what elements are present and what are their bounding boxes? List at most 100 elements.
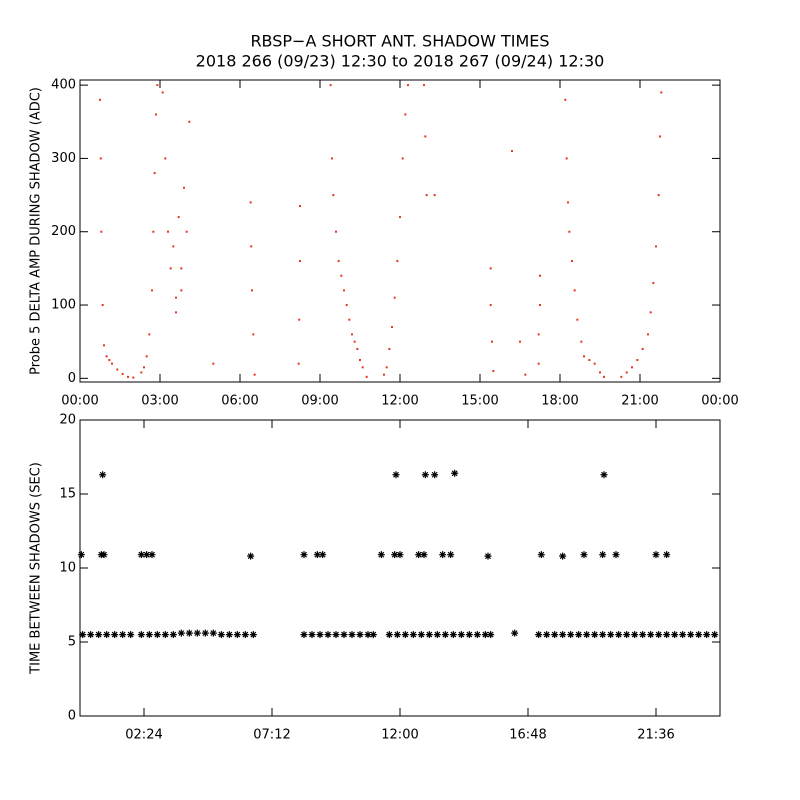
data-point <box>250 245 253 248</box>
x-tick-label: 07:12 <box>253 728 290 743</box>
data-point <box>101 304 104 307</box>
y-tick-label: 200 <box>51 224 76 239</box>
data-point <box>425 631 433 639</box>
data-point <box>299 260 301 263</box>
data-point <box>175 311 177 314</box>
data-point <box>143 551 151 559</box>
data-point <box>151 289 153 292</box>
data-point <box>247 552 255 560</box>
data-point <box>481 631 489 639</box>
data-point <box>524 373 527 376</box>
data-point <box>177 216 180 219</box>
data-point <box>161 631 169 639</box>
data-point <box>489 304 492 307</box>
data-point <box>641 348 644 351</box>
data-point <box>79 631 87 639</box>
data-point <box>660 91 663 94</box>
data-point <box>451 469 459 477</box>
data-point <box>580 340 583 343</box>
data-point <box>571 260 573 263</box>
data-point <box>575 631 583 639</box>
data-point <box>252 333 255 336</box>
data-point <box>399 216 401 219</box>
x-tick-label: 12:00 <box>381 728 418 743</box>
data-point <box>391 551 399 559</box>
data-point <box>457 631 465 639</box>
data-point <box>404 113 407 116</box>
data-point <box>167 230 169 233</box>
data-point <box>535 631 543 639</box>
data-point <box>183 186 185 189</box>
data-point <box>343 289 345 292</box>
data-point <box>332 631 340 639</box>
data-point <box>417 631 425 639</box>
data-point <box>145 631 153 639</box>
y-tick-label: 300 <box>51 151 76 166</box>
data-point <box>356 348 359 351</box>
data-point <box>424 135 427 138</box>
data-point <box>249 201 252 204</box>
data-point <box>137 631 145 639</box>
data-point <box>663 631 671 639</box>
data-point <box>364 631 372 639</box>
data-point <box>393 296 396 299</box>
data-point <box>603 375 605 378</box>
data-point <box>175 296 177 299</box>
data-point <box>161 91 164 94</box>
data-point <box>431 471 439 479</box>
data-point <box>568 230 571 233</box>
y-tick-label: 20 <box>59 413 76 428</box>
data-point <box>711 631 719 639</box>
data-point <box>421 471 429 479</box>
data-point <box>140 371 143 374</box>
data-point <box>300 631 308 639</box>
y-tick-label: 0 <box>68 371 76 386</box>
data-point <box>441 631 449 639</box>
data-point <box>439 551 447 559</box>
data-point <box>87 631 95 639</box>
data-point <box>340 631 348 639</box>
data-point <box>77 551 85 559</box>
data-point <box>116 368 119 371</box>
data-point <box>415 551 423 559</box>
data-point <box>655 631 663 639</box>
data-point <box>420 551 428 559</box>
data-point <box>340 274 343 277</box>
data-point <box>391 326 393 329</box>
x-tick-label: 09:00 <box>301 394 338 409</box>
data-point <box>148 333 151 336</box>
data-point <box>657 194 660 197</box>
data-point <box>111 631 119 639</box>
data-point <box>600 471 608 479</box>
y-tick-label: 5 <box>68 635 76 650</box>
data-point <box>356 631 364 639</box>
x-tick-label: 21:36 <box>637 728 674 743</box>
data-point <box>396 260 399 263</box>
data-point <box>447 551 455 559</box>
data-point <box>647 631 655 639</box>
data-point <box>172 245 175 248</box>
data-point <box>105 355 108 358</box>
y-axis-label: Probe 5 DELTA AMP DURING SHADOW (ADC) <box>29 87 44 375</box>
data-point <box>576 318 579 321</box>
data-point <box>591 631 599 639</box>
data-point <box>639 631 647 639</box>
data-point <box>433 631 441 639</box>
data-point <box>111 362 113 365</box>
data-point <box>156 84 159 87</box>
data-point <box>385 631 393 639</box>
data-point <box>155 113 157 116</box>
data-point <box>119 631 127 639</box>
data-point <box>423 84 425 87</box>
data-point <box>99 98 101 101</box>
data-point <box>127 631 135 639</box>
data-point <box>492 370 495 373</box>
data-point <box>695 631 703 639</box>
x-tick-label: 15:00 <box>461 394 498 409</box>
data-point <box>145 355 148 358</box>
data-point <box>543 631 551 639</box>
data-point <box>241 631 249 639</box>
data-point <box>249 631 257 639</box>
data-point <box>396 551 404 559</box>
